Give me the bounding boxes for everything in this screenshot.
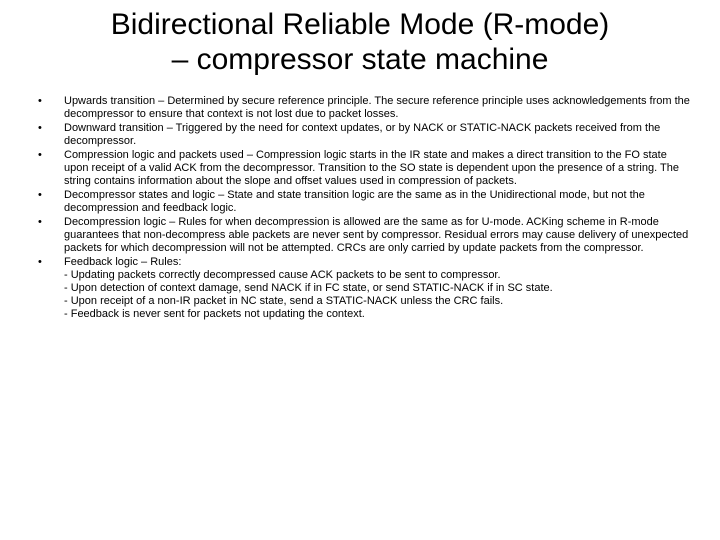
bullet-item: Compression logic and packets used – Com…: [30, 149, 690, 188]
bullet-text: Compression logic and packets used – Com…: [64, 149, 679, 187]
bullet-subline: - Upon detection of context damage, send…: [64, 282, 690, 295]
bullet-text: Decompression logic – Rules for when dec…: [64, 216, 688, 254]
bullet-text: Upwards transition – Determined by secur…: [64, 95, 690, 120]
bullet-list: Upwards transition – Determined by secur…: [20, 95, 700, 320]
bullet-item: Feedback logic – Rules:- Updating packet…: [30, 256, 690, 321]
bullet-text: Decompressor states and logic – State an…: [64, 189, 645, 214]
bullet-item: Upwards transition – Determined by secur…: [30, 95, 690, 121]
bullet-item: Downward transition – Triggered by the n…: [30, 122, 690, 148]
bullet-subline: - Updating packets correctly decompresse…: [64, 269, 690, 282]
bullet-text: Feedback logic – Rules:: [64, 256, 181, 268]
bullet-item: Decompressor states and logic – State an…: [30, 189, 690, 215]
slide-title: Bidirectional Reliable Mode (R-mode)– co…: [20, 8, 700, 77]
bullet-subline: - Feedback is never sent for packets not…: [64, 308, 690, 321]
slide: Bidirectional Reliable Mode (R-mode)– co…: [0, 0, 720, 540]
bullet-text: Downward transition – Triggered by the n…: [64, 122, 660, 147]
bullet-subline: - Upon receipt of a non-IR packet in NC …: [64, 295, 690, 308]
bullet-item: Decompression logic – Rules for when dec…: [30, 216, 690, 255]
